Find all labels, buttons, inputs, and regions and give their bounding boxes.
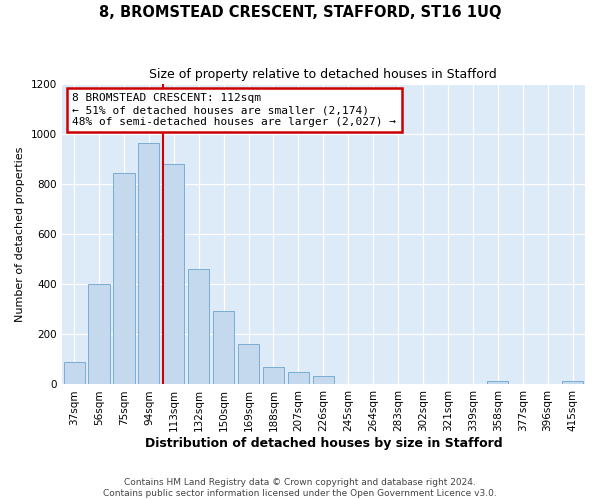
Bar	[188, 270, 209, 384]
X-axis label: Distribution of detached houses by size in Stafford: Distribution of detached houses by size …	[145, 437, 502, 450]
Bar	[238, 344, 259, 385]
Bar	[163, 164, 184, 384]
Bar	[88, 284, 110, 384]
Bar	[113, 173, 134, 384]
Title: Size of property relative to detached houses in Stafford: Size of property relative to detached ho…	[149, 68, 497, 80]
Bar	[288, 372, 309, 384]
Bar	[64, 362, 85, 384]
Text: 8, BROMSTEAD CRESCENT, STAFFORD, ST16 1UQ: 8, BROMSTEAD CRESCENT, STAFFORD, ST16 1U…	[99, 5, 501, 20]
Bar	[138, 143, 160, 384]
Text: Contains HM Land Registry data © Crown copyright and database right 2024.
Contai: Contains HM Land Registry data © Crown c…	[103, 478, 497, 498]
Y-axis label: Number of detached properties: Number of detached properties	[15, 147, 25, 322]
Bar	[562, 380, 583, 384]
Bar	[487, 380, 508, 384]
Bar	[313, 376, 334, 384]
Text: 8 BROMSTEAD CRESCENT: 112sqm
← 51% of detached houses are smaller (2,174)
48% of: 8 BROMSTEAD CRESCENT: 112sqm ← 51% of de…	[72, 94, 396, 126]
Bar	[213, 310, 234, 384]
Bar	[263, 367, 284, 384]
